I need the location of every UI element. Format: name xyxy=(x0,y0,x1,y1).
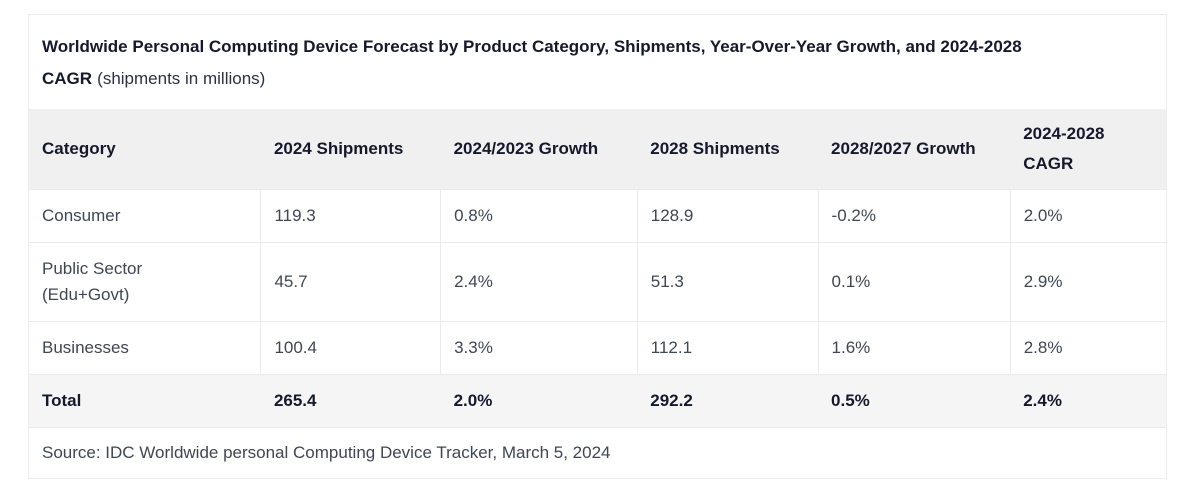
table-cell: -0.2% xyxy=(817,188,1011,242)
table-cell: 3.3% xyxy=(440,320,638,374)
category-cell: Public Sector (Edu+Govt) xyxy=(29,241,261,321)
table-cell: 265.4 xyxy=(260,373,441,427)
column-header-2028-shipments: 2028 Shipments xyxy=(637,109,819,189)
table-cell: 2.4% xyxy=(440,241,638,321)
source-note: Source: IDC Worldwide personal Computing… xyxy=(29,426,1166,478)
table-cell: 2.0% xyxy=(440,373,638,427)
table-cell: 128.9 xyxy=(636,188,819,242)
column-header-2024-2028-cagr: 2024-2028 CAGR xyxy=(1010,109,1166,189)
table-cell: 100.4 xyxy=(260,320,441,374)
table-title-subtitle: (shipments in millions) xyxy=(97,69,266,88)
table-cell: 2.4% xyxy=(1010,373,1166,427)
table-cell: 292.2 xyxy=(637,373,819,427)
table-cell: 0.1% xyxy=(817,241,1011,321)
column-header-2024-shipments: 2024 Shipments xyxy=(260,109,441,189)
table-row-total: Total 265.4 2.0% 292.2 0.5% 2.4% xyxy=(29,373,1166,427)
forecast-table-card: Worldwide Personal Computing Device Fore… xyxy=(28,14,1167,479)
table-title-main: Worldwide Personal Computing Device Fore… xyxy=(42,37,1022,88)
table-cell: 0.8% xyxy=(440,188,638,242)
category-cell: Businesses xyxy=(29,320,261,374)
table-cell: 119.3 xyxy=(260,188,441,242)
table-cell: 1.6% xyxy=(817,320,1011,374)
table-cell: 2.0% xyxy=(1009,188,1166,242)
table-cell: 2.8% xyxy=(1009,320,1166,374)
table-cell: 2.9% xyxy=(1009,241,1166,321)
table-header-row: Category 2024 Shipments 2024/2023 Growth… xyxy=(29,109,1166,189)
table-cell: 112.1 xyxy=(636,320,819,374)
table-row-consumer: Consumer 119.3 0.8% 128.9 -0.2% 2.0% xyxy=(29,188,1166,242)
category-cell: Total xyxy=(29,373,261,427)
category-cell: Consumer xyxy=(29,188,261,242)
table-cell: 51.3 xyxy=(636,241,819,321)
column-header-2024-2023-growth: 2024/2023 Growth xyxy=(440,109,638,189)
table-title: Worldwide Personal Computing Device Fore… xyxy=(29,15,1166,109)
table-cell: 45.7 xyxy=(260,241,441,321)
table-row-public-sector: Public Sector (Edu+Govt) 45.7 2.4% 51.3 … xyxy=(29,241,1166,321)
column-header-category: Category xyxy=(29,109,261,189)
table-row-businesses: Businesses 100.4 3.3% 112.1 1.6% 2.8% xyxy=(29,320,1166,374)
forecast-table: Category 2024 Shipments 2024/2023 Growth… xyxy=(29,109,1166,427)
table-cell: 0.5% xyxy=(818,373,1011,427)
column-header-2028-2027-growth: 2028/2027 Growth xyxy=(818,109,1011,189)
